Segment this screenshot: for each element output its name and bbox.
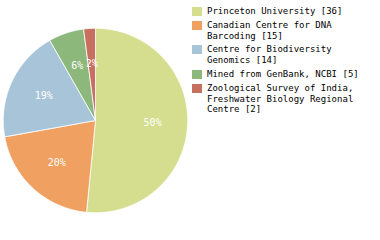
html-text:Canadian Centre for DNA Barcod: Canadian Centre for DNA Barcoding [15] — [207, 19, 332, 41]
html-text:Mined from GenBank, NCBI [5]: Mined from GenBank, NCBI [5] — [207, 69, 359, 79]
html-text:Zoological Survey of India, Fr: Zoological Survey of India, Freshwater B… — [207, 82, 354, 115]
svg-text:50%: 50% — [144, 117, 162, 128]
svg-text:20%: 20% — [48, 157, 66, 168]
svg-text:2%: 2% — [86, 58, 98, 69]
html-text:Centre for Biodiversity Genomi: Centre for Biodiversity Genomics [14] — [207, 44, 332, 66]
html-text:Princeton University [36]: Princeton University [36] — [207, 6, 343, 16]
svg-text:19%: 19% — [35, 90, 53, 101]
svg-text:6%: 6% — [71, 60, 83, 71]
